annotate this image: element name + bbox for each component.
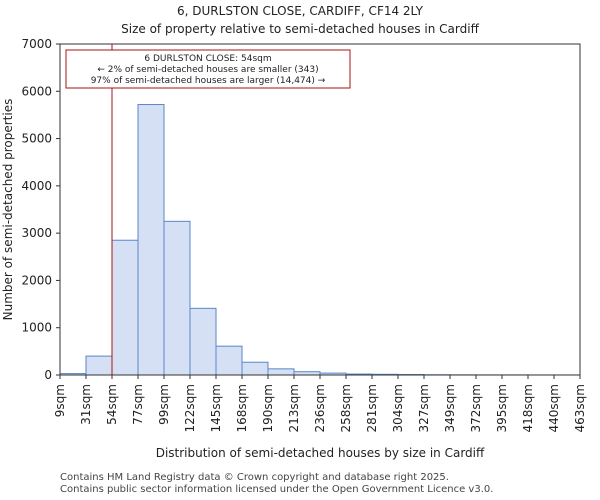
x-tick-label: 122sqm <box>183 384 197 432</box>
bar <box>163 220 191 376</box>
chart-title: 6, DURLSTON CLOSE, CARDIFF, CF14 2LY <box>177 4 423 18</box>
x-tick-label: 190sqm <box>261 384 275 432</box>
x-tick-label: 99sqm <box>157 384 171 425</box>
y-tick-label: 3000 <box>21 226 52 240</box>
x-tick-label: 31sqm <box>79 384 93 425</box>
x-tick-label: 281sqm <box>365 384 379 432</box>
annotation-line: 6 DURLSTON CLOSE: 54sqm <box>144 54 271 64</box>
annotation-line: ← 2% of semi-detached houses are smaller… <box>97 65 318 75</box>
x-tick-label: 145sqm <box>209 384 223 432</box>
bar <box>111 239 139 376</box>
x-tick-label: 349sqm <box>443 384 457 432</box>
x-tick-label: 440sqm <box>547 384 561 432</box>
x-tick-label: 236sqm <box>313 384 327 432</box>
bar <box>137 104 165 376</box>
x-tick-label: 77sqm <box>131 384 145 425</box>
bar <box>267 368 295 376</box>
x-tick-label: 463sqm <box>573 384 587 432</box>
x-tick-label: 213sqm <box>287 384 301 432</box>
y-tick-label: 2000 <box>21 273 52 287</box>
annotation-line: 97% of semi-detached houses are larger (… <box>91 76 326 86</box>
y-tick-label: 0 <box>44 368 52 382</box>
y-tick-label: 6000 <box>21 84 52 98</box>
y-tick-label: 7000 <box>21 37 52 51</box>
x-tick-label: 304sqm <box>391 384 405 432</box>
x-axis-title: Distribution of semi-detached houses by … <box>156 446 485 460</box>
x-tick-label: 9sqm <box>53 384 67 417</box>
footer-attribution-line2: Contains public sector information licen… <box>60 484 494 495</box>
bar <box>215 345 243 376</box>
y-axis-title: Number of semi-detached properties <box>1 99 15 321</box>
y-tick-label: 1000 <box>21 321 52 335</box>
x-tick-label: 395sqm <box>495 384 509 432</box>
footer-attribution-line1: Contains HM Land Registry data © Crown c… <box>60 472 449 483</box>
x-tick-label: 418sqm <box>521 384 535 432</box>
x-tick-label: 258sqm <box>339 384 353 432</box>
bar <box>189 307 217 376</box>
x-tick-label: 168sqm <box>235 384 249 432</box>
chart-subtitle: Size of property relative to semi-detach… <box>121 22 479 36</box>
bar <box>241 361 269 376</box>
y-tick-label: 5000 <box>21 132 52 146</box>
bar <box>85 355 113 376</box>
x-tick-label: 327sqm <box>417 384 431 432</box>
x-tick-label: 54sqm <box>105 384 119 425</box>
x-tick-label: 372sqm <box>469 384 483 432</box>
annotation-box <box>65 49 351 89</box>
y-tick-label: 4000 <box>21 179 52 193</box>
